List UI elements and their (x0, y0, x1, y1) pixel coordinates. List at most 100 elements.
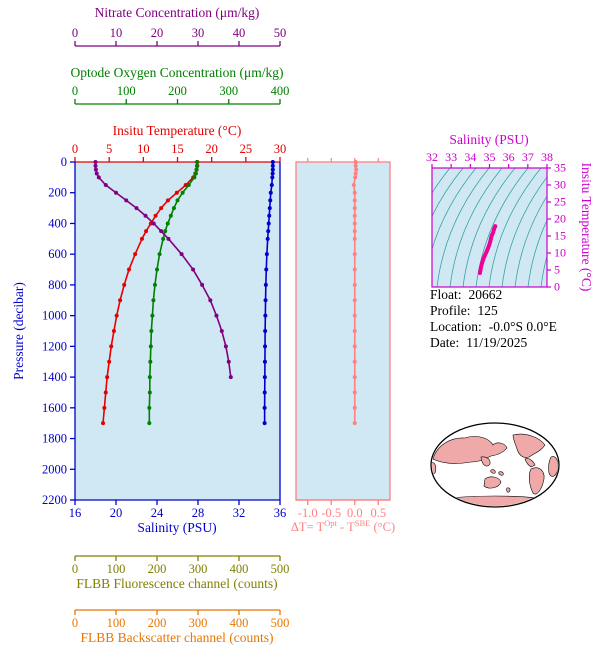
delta-t-panel (296, 162, 390, 500)
ts-salinity-axis: 32 33 34 35 36 37 38 (426, 150, 553, 168)
svg-text:25: 25 (240, 142, 253, 156)
oxygen-curve (147, 160, 199, 426)
oxygen-axis-title: Optode Oxygen Concentration (μm/kg) (70, 65, 284, 80)
delta-t-axis: -1.0 -0.5 0.0 0.5 (296, 499, 390, 520)
svg-text:10: 10 (110, 26, 123, 40)
svg-text:0: 0 (72, 616, 78, 630)
svg-text:300: 300 (219, 84, 238, 98)
svg-text:15: 15 (171, 142, 184, 156)
svg-text:1200: 1200 (42, 339, 67, 353)
svg-text:600: 600 (48, 247, 67, 261)
ts-salinity-axis-title: Salinity (PSU) (449, 132, 529, 147)
svg-text:0: 0 (554, 280, 560, 294)
svg-text:10: 10 (554, 246, 566, 260)
svg-text:36: 36 (503, 150, 515, 164)
svg-text:1800: 1800 (42, 432, 67, 446)
svg-text:0.0: 0.0 (347, 506, 363, 520)
svg-text:200: 200 (148, 562, 167, 576)
map-outline (430, 422, 560, 508)
svg-text:800: 800 (48, 278, 67, 292)
date-info-row: Date: 11/19/2025 (430, 335, 557, 351)
svg-text:35: 35 (484, 150, 496, 164)
svg-text:0: 0 (72, 562, 78, 576)
pressure-axis-title: Pressure (decibar) (11, 282, 26, 380)
svg-text:5: 5 (106, 142, 112, 156)
svg-text:20: 20 (554, 212, 566, 226)
salinity-axis-title: Salinity (PSU) (137, 520, 217, 535)
svg-text:16: 16 (69, 506, 82, 520)
svg-text:400: 400 (230, 616, 249, 630)
temperature-axis: 0 5 10 15 20 25 30 (72, 142, 287, 163)
date-label: Date: (430, 335, 460, 350)
svg-text:25: 25 (554, 195, 566, 209)
svg-text:0: 0 (72, 84, 78, 98)
svg-text:32: 32 (426, 150, 438, 164)
ts-temperature-axis: 0 5 10 15 20 25 30 35 (547, 161, 566, 294)
salinity-curve (262, 160, 275, 426)
svg-text:5: 5 (554, 263, 560, 277)
delta-t-title-prefix: ΔT= T (290, 520, 325, 535)
nitrate-axis: 0 10 20 30 40 50 (72, 26, 287, 47)
svg-text:40: 40 (233, 26, 246, 40)
svg-text:400: 400 (230, 562, 249, 576)
svg-text:15: 15 (554, 229, 566, 243)
svg-text:500: 500 (271, 562, 290, 576)
svg-text:100: 100 (117, 84, 136, 98)
date-value: 11/19/2025 (466, 335, 528, 350)
pressure-axis: 0 200 400 600 800 1000 1200 1400 1600 1800 2000 220… (42, 155, 281, 507)
svg-text:50: 50 (274, 26, 287, 40)
svg-text:500: 500 (271, 616, 290, 630)
svg-text:37: 37 (522, 150, 534, 164)
svg-text:34: 34 (464, 150, 476, 164)
svg-text:200: 200 (168, 84, 187, 98)
location-info-row: Location: -0.0°S 0.0°E (430, 319, 557, 335)
svg-text:33: 33 (445, 150, 457, 164)
delta-t-title-suffix: (°C) (370, 520, 396, 535)
profile-label: Profile: (430, 303, 471, 318)
delta-t-title-sup-opt: Opt (324, 518, 337, 528)
svg-text:2200: 2200 (42, 493, 67, 507)
svg-text:300: 300 (189, 616, 208, 630)
profile-info-row: Profile: 125 (430, 303, 557, 319)
fluorescence-axis-title: FLBB Fluorescence channel (counts) (76, 576, 278, 591)
profile-value: 125 (477, 303, 498, 318)
svg-text:10: 10 (137, 142, 150, 156)
svg-text:30: 30 (274, 142, 287, 156)
svg-text:38: 38 (541, 150, 553, 164)
float-info-block: Float: 20662 Profile: 125 Location: -0.0°S … (430, 287, 557, 351)
backscatter-axis: 0 100 200 300 400 500 (72, 609, 290, 630)
svg-text:0: 0 (61, 155, 67, 169)
svg-text:30: 30 (192, 26, 205, 40)
profile-panel (75, 162, 280, 500)
nitrate-axis-title: Nitrate Concentration (μm/kg) (94, 5, 260, 20)
svg-text:100: 100 (107, 562, 126, 576)
float-info-row: Float: 20662 (430, 287, 557, 303)
svg-text:24: 24 (151, 506, 164, 520)
svg-text:0: 0 (72, 26, 78, 40)
ts-panel (432, 168, 547, 287)
svg-text:0.5: 0.5 (370, 506, 386, 520)
oxygen-axis: 0 100 200 300 400 (72, 84, 290, 105)
svg-text:300: 300 (189, 562, 208, 576)
temperature-axis-title: Insitu Temperature (°C) (112, 123, 242, 138)
delta-t-panel-border (295, 161, 391, 501)
svg-text:20: 20 (151, 26, 164, 40)
svg-text:1000: 1000 (42, 309, 67, 323)
location-value: -0.0°S 0.0°E (488, 319, 557, 334)
ts-temperature-axis-title: Insitu Temperature (°C) (579, 162, 594, 292)
svg-text:0: 0 (72, 142, 78, 156)
float-label: Float: (430, 287, 462, 302)
svg-text:400: 400 (48, 216, 67, 230)
svg-text:200: 200 (148, 616, 167, 630)
svg-text:36: 36 (274, 506, 287, 520)
delta-t-title-mid: - T (336, 520, 355, 535)
ts-curve (477, 224, 498, 276)
svg-text:100: 100 (107, 616, 126, 630)
svg-text:20: 20 (205, 142, 218, 156)
svg-text:400: 400 (271, 84, 290, 98)
salinity-axis: 16 20 24 28 32 36 (69, 499, 287, 520)
location-label: Location: (430, 319, 482, 334)
delta-t-title-sup-sbe: SBE (354, 518, 371, 528)
